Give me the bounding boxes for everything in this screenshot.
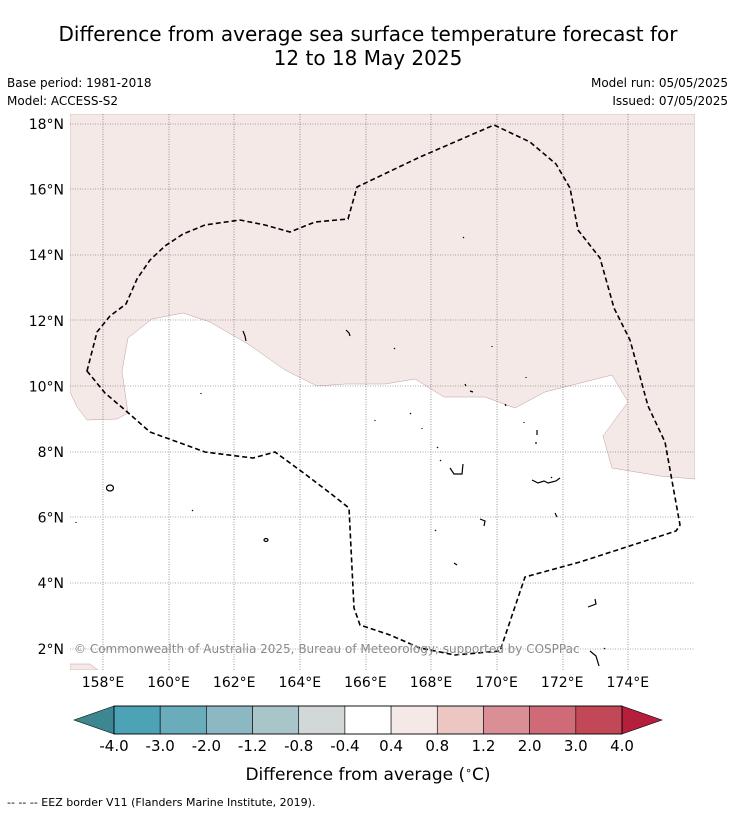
eez-border [86, 124, 681, 656]
map-area: © Commonwealth of Australia 2025, Bureau… [70, 114, 695, 670]
colorbar-cell [344, 705, 392, 735]
colorbar-cell [298, 705, 346, 735]
meta-right: Model run: 05/05/2025 Issued: 07/05/2025 [591, 74, 728, 110]
lat-tick-label: 16°N [29, 183, 64, 199]
lat-tick-label: 14°N [29, 248, 64, 264]
colorbar-cell [575, 705, 623, 735]
colorbar-cell [252, 705, 300, 735]
lat-tick-labels: 18°N 16°N 14°N 12°N 10°N 8°N 6°N 4°N 2°N [29, 117, 64, 658]
colorbar-tick-label: -1.2 [238, 737, 267, 755]
copyright-credit: © Commonwealth of Australia 2025, Bureau… [74, 642, 580, 656]
colorbar-tick-label: -2.0 [192, 737, 221, 755]
lon-tick-labels: 158°E 160°E 162°E 164°E 166°E 168°E 170°E 172°E… [82, 675, 649, 691]
colorbar-tick-label: 0.4 [379, 737, 403, 755]
colorbar-cell [436, 705, 484, 735]
lat-tick-label: 18°N [29, 117, 64, 133]
lat-tick-label: 8°N [38, 445, 64, 461]
issued-date: Issued: 07/05/2025 [612, 94, 728, 108]
model-name: Model: ACCESS-S2 [7, 94, 119, 108]
lat-tick-label: 12°N [29, 314, 64, 330]
lat-tick-label: 10°N [29, 379, 64, 395]
islands [75, 236, 606, 667]
lon-tick-label: 162°E [213, 675, 256, 691]
colorbar-tick-label: -0.8 [284, 737, 313, 755]
colorbar-cell [159, 705, 207, 735]
anomaly-region-0.4-0.8 [70, 114, 695, 480]
colorbar-label: Difference from average (∘C) [245, 764, 490, 785]
colorbar-tick-label: 3.0 [564, 737, 588, 755]
colorbar-cell [529, 705, 577, 735]
colorbar-cell [390, 705, 438, 735]
lon-tick-label: 164°E [279, 675, 322, 691]
colorbar-cell [483, 705, 530, 735]
colorbar-tick-label: 4.0 [610, 737, 634, 755]
lon-tick-label: 168°E [410, 675, 453, 691]
colorbar-cell [113, 705, 161, 735]
eez-legend-note: -- -- -- EEZ border V11 (Flanders Marine… [7, 796, 316, 809]
lon-tick-label: 174°E [607, 675, 650, 691]
lon-tick-label: 166°E [344, 675, 387, 691]
meta-left: Base period: 1981-2018 Model: ACCESS-S2 [7, 74, 152, 110]
colorbar: -4.0 -3.0 -2.0 -1.2 -0.8 -0.4 0.4 0.8 1.2 2.0 3.0 4… [73, 705, 663, 785]
lon-tick-label: 160°E [147, 675, 190, 691]
model-run: Model run: 05/05/2025 [590, 76, 728, 90]
base-period: Base period: 1981-2018 [7, 76, 152, 90]
title-line-2: 12 to 18 May 2025 [273, 46, 463, 70]
colorbar-tick-label: 1.2 [472, 737, 496, 755]
lat-tick-label: 4°N [38, 576, 64, 592]
map-title: Difference from average sea surface temp… [0, 22, 736, 70]
colorbar-extend-high [621, 705, 663, 735]
colorbar-cell [206, 705, 253, 735]
lat-tick-label: 6°N [38, 511, 64, 527]
colorbar-tick-label: -0.4 [330, 737, 359, 755]
anomaly-region-island-sw [70, 663, 99, 670]
lon-tick-label: 170°E [475, 675, 518, 691]
lon-tick-label: 172°E [541, 675, 584, 691]
lat-tick-label: 2°N [38, 642, 64, 658]
grid-lines [70, 114, 695, 670]
title-line-1: Difference from average sea surface temp… [58, 22, 678, 46]
colorbar-tick-label: 0.8 [425, 737, 449, 755]
colorbar-tick-label: -4.0 [99, 737, 128, 755]
lon-tick-label: 158°E [82, 675, 125, 691]
colorbar-extend-low [73, 705, 115, 735]
colorbar-tick-label: -3.0 [146, 737, 175, 755]
colorbar-tick-label: 2.0 [518, 737, 542, 755]
